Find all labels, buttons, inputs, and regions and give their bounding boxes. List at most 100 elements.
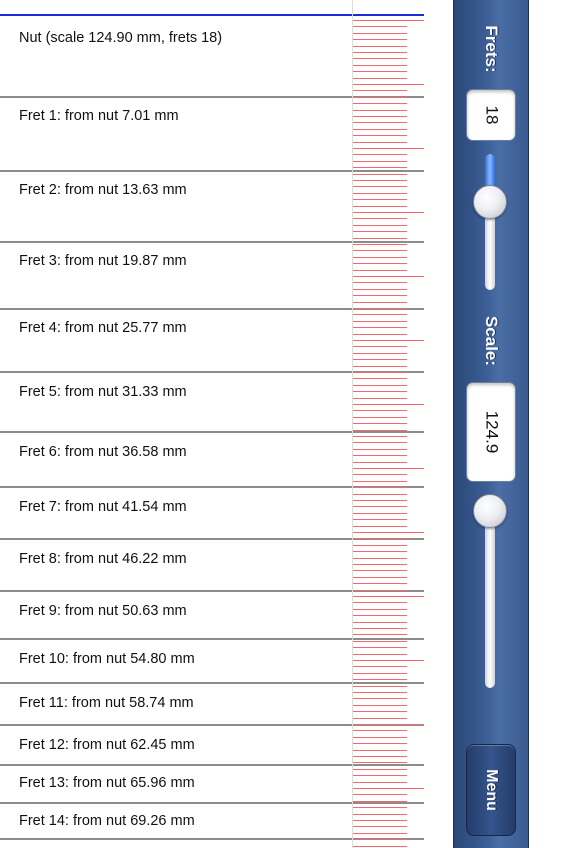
- ruler-tick: [353, 481, 407, 482]
- ruler-tick: [353, 506, 407, 507]
- ruler-tick: [353, 730, 407, 731]
- ruler-tick: [353, 583, 407, 584]
- ruler-tick: [353, 174, 407, 175]
- ruler-tick: [353, 206, 407, 207]
- fret-line: [0, 170, 424, 172]
- ruler-tick: [353, 116, 407, 117]
- scale-slider-knob[interactable]: [473, 494, 507, 528]
- ruler-tick: [353, 97, 407, 98]
- ruler-tick: [353, 359, 407, 360]
- ruler-tick: [353, 660, 424, 661]
- ruler-tick: [353, 71, 407, 72]
- ruler-tick: [353, 385, 407, 386]
- ruler-tick: [353, 526, 407, 527]
- fret-label: Fret 4: from nut 25.77 mm: [19, 320, 187, 336]
- ruler-tick: [353, 833, 407, 834]
- ruler-tick: [353, 449, 407, 450]
- ruler-tick: [353, 321, 407, 322]
- fret-label: Fret 9: from nut 50.63 mm: [19, 603, 187, 619]
- fret-line: [0, 724, 424, 726]
- ruler-tick: [353, 193, 407, 194]
- ruler-tick: [353, 410, 407, 411]
- ruler-tick: [353, 199, 407, 200]
- fret-line: [0, 241, 424, 243]
- ruler-tick: [353, 366, 407, 367]
- fret-label: Fret 10: from nut 54.80 mm: [19, 651, 195, 667]
- fret-label: Fret 7: from nut 41.54 mm: [19, 499, 187, 515]
- ruler-tick: [353, 564, 407, 565]
- ruler-tick: [353, 129, 407, 130]
- ruler-tick: [353, 826, 407, 827]
- ruler-tick: [353, 570, 407, 571]
- ruler-tick: [353, 788, 424, 789]
- ruler-tick: [353, 250, 407, 251]
- scale-input[interactable]: 124.9: [466, 382, 516, 482]
- frets-input[interactable]: 18: [466, 89, 516, 141]
- ruler-tick: [353, 801, 407, 802]
- ruler-tick: [353, 839, 407, 840]
- ruler-tick: [353, 602, 407, 603]
- fret-line: [0, 682, 424, 684]
- ruler-tick: [353, 698, 407, 699]
- ruler-tick: [353, 820, 407, 821]
- ruler-tick: [353, 762, 407, 763]
- ruler-tick: [353, 52, 407, 53]
- ruler-tick: [353, 686, 407, 687]
- ruler-tick: [353, 430, 407, 431]
- frets-slider-knob[interactable]: [473, 185, 507, 219]
- ruler-tick: [353, 103, 407, 104]
- ruler-tick: [353, 775, 407, 776]
- ruler-tick: [353, 558, 407, 559]
- fret-line: [0, 764, 424, 766]
- fret-list[interactable]: Nut (scale 124.90 mm, frets 18) Fret 1: f…: [0, 0, 424, 848]
- ruler-tick: [353, 404, 424, 405]
- ruler-tick: [353, 327, 407, 328]
- fret-line: [0, 538, 424, 540]
- ruler-tick: [353, 135, 407, 136]
- fret-line: [0, 96, 424, 98]
- ruler-tick: [353, 532, 424, 533]
- ruler-tick: [353, 212, 424, 213]
- ruler-tick: [353, 468, 424, 469]
- fret-line: [0, 838, 424, 840]
- ruler-tick: [353, 142, 407, 143]
- ruler-tick: [353, 346, 407, 347]
- fret-label: Fret 14: from nut 69.26 mm: [19, 813, 195, 829]
- fret-line: [0, 486, 424, 488]
- ruler-tick: [353, 769, 407, 770]
- ruler-tick: [353, 538, 407, 539]
- ruler-tick: [353, 590, 407, 591]
- ruler-tick: [353, 65, 407, 66]
- ruler-tick: [353, 692, 407, 693]
- ruler-tick: [353, 270, 407, 271]
- fret-label: Fret 2: from nut 13.63 mm: [19, 182, 187, 198]
- ruler-tick: [353, 577, 407, 578]
- ruler-tick: [353, 58, 407, 59]
- ruler-tick: [353, 340, 424, 341]
- nut-line: [0, 14, 424, 16]
- ruler-tick: [353, 423, 407, 424]
- menu-button[interactable]: Menu: [466, 744, 516, 836]
- ruler-tick: [353, 654, 407, 655]
- ruler-tick: [353, 513, 407, 514]
- frets-slider[interactable]: [485, 154, 495, 290]
- ruler: [352, 0, 424, 848]
- ruler-tick: [353, 282, 407, 283]
- ruler-tick: [353, 500, 407, 501]
- ruler-tick: [353, 519, 407, 520]
- ruler-tick: [353, 161, 407, 162]
- ruler-tick: [353, 238, 407, 239]
- ruler-tick: [353, 737, 407, 738]
- nut-label: Nut (scale 124.90 mm, frets 18): [19, 30, 223, 46]
- fret-line: [0, 802, 424, 804]
- ruler-tick: [353, 628, 407, 629]
- ruler-tick: [353, 442, 407, 443]
- ruler-tick: [353, 276, 424, 277]
- ruler-tick: [353, 39, 407, 40]
- fret-line: [0, 371, 424, 373]
- ruler-tick: [353, 110, 407, 111]
- scale-slider-rest: [485, 511, 495, 688]
- ruler-tick: [353, 622, 407, 623]
- fret-label: Fret 6: from nut 36.58 mm: [19, 444, 187, 460]
- fret-label: Fret 5: from nut 31.33 mm: [19, 384, 187, 400]
